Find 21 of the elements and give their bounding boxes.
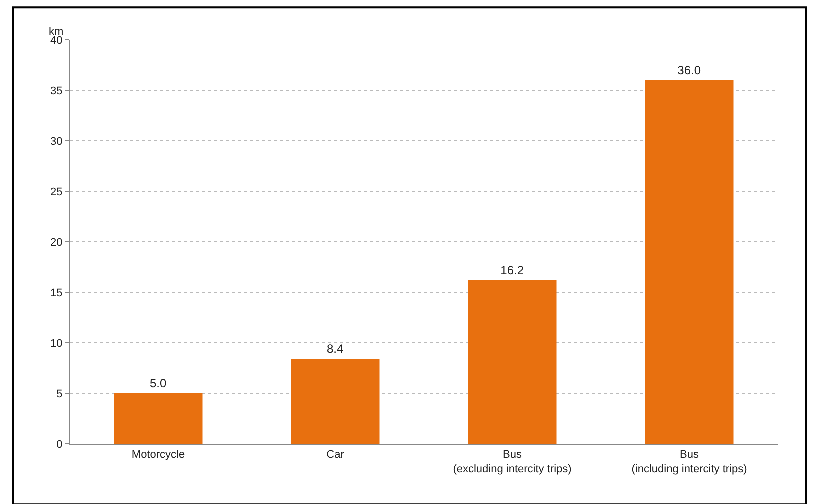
data-label: 36.0 bbox=[678, 63, 702, 78]
y-tick-label: 35 bbox=[50, 85, 63, 98]
y-tick-label: 5 bbox=[56, 388, 63, 400]
y-tick-label: 10 bbox=[50, 338, 63, 350]
y-tick-label: 30 bbox=[50, 136, 63, 148]
x-tick-label: Car bbox=[326, 449, 345, 462]
bar bbox=[291, 359, 380, 444]
y-tick-label: 20 bbox=[50, 236, 63, 249]
y-tick-label: 0 bbox=[56, 438, 63, 451]
y-tick-label: 40 bbox=[50, 34, 63, 47]
data-label: 16.2 bbox=[500, 263, 524, 278]
bar bbox=[114, 394, 203, 444]
y-tick-label: 15 bbox=[50, 287, 63, 300]
x-tick-label: Bus (excluding intercity trips) bbox=[453, 449, 572, 476]
x-tick-label: Motorcycle bbox=[132, 449, 186, 462]
data-label: 5.0 bbox=[150, 376, 168, 390]
bar bbox=[468, 280, 557, 444]
bar bbox=[645, 80, 734, 444]
y-tick-label: 25 bbox=[50, 186, 63, 198]
x-tick-label: Bus (including intercity trips) bbox=[632, 449, 748, 476]
data-label: 8.4 bbox=[326, 342, 344, 356]
